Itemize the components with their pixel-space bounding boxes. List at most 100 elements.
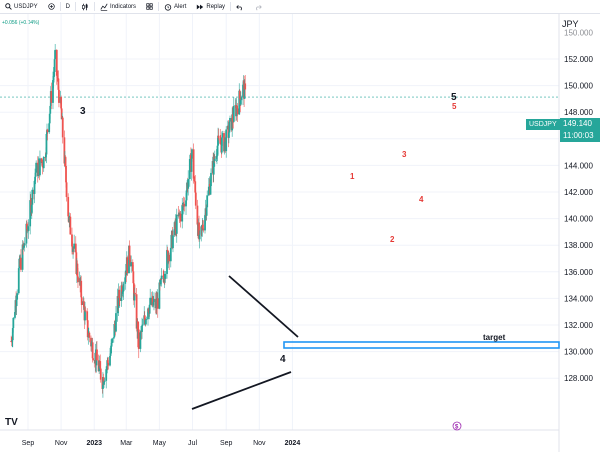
candle-body [60, 97, 63, 109]
candle-body [25, 223, 28, 244]
alarm-clock-icon [164, 3, 172, 11]
candle-body [213, 156, 216, 162]
candle-body [52, 80, 54, 103]
time-tick-label: Jul [188, 440, 197, 447]
candle-body [228, 132, 230, 138]
candle-body [48, 123, 51, 133]
replay-icon [197, 4, 204, 9]
candle-body [109, 353, 112, 356]
candle-body [90, 337, 92, 347]
divider [94, 2, 96, 11]
candle-body [46, 129, 49, 133]
candle-body [106, 360, 109, 367]
time-tick-label: May [153, 440, 167, 447]
candle-body [166, 249, 169, 251]
time-tick-label: Nov [253, 440, 266, 447]
candle-body [139, 332, 142, 349]
wedge-lower-line[interactable] [191, 371, 292, 410]
layout-button[interactable] [141, 0, 158, 13]
chart-type-button[interactable] [76, 0, 94, 13]
price-tick-label: 140.000 [564, 215, 593, 224]
candle-body [132, 271, 135, 284]
candle-body [75, 252, 78, 274]
indicators-label: Indicators [110, 3, 137, 10]
price-tick-label: 136.000 [564, 268, 593, 277]
candle-body [122, 291, 124, 293]
event-marker-icon[interactable] [452, 421, 462, 431]
candle-body [106, 360, 109, 363]
candle-body [216, 155, 218, 157]
indicators-button[interactable]: Indicators [95, 0, 141, 13]
candle-body [163, 278, 166, 280]
candle-body [40, 158, 43, 164]
candle-body [243, 83, 246, 99]
candle-body [102, 377, 105, 385]
candle-body [50, 91, 53, 103]
last-price-tag: 149.140 11:00:03 [560, 118, 600, 142]
candle-body [42, 156, 45, 169]
interval-label: D [65, 3, 71, 10]
candle-body [86, 311, 89, 321]
target-zone-box[interactable] [283, 341, 560, 349]
candle-body [21, 244, 24, 270]
wedge-upper-line[interactable] [228, 275, 299, 338]
candle-body [103, 381, 105, 385]
candle-body [231, 114, 234, 122]
tradingview-logo-icon[interactable]: TV [5, 417, 18, 428]
candle-body [149, 297, 152, 305]
top-toolbar: USDJPY D Indicators Alert Replay [0, 0, 600, 14]
replay-button[interactable]: Replay [191, 0, 230, 13]
candle-body [86, 320, 89, 338]
redo-button[interactable] [249, 0, 267, 13]
replay-label: Replay [206, 3, 226, 10]
candle-body [77, 276, 79, 283]
candle-body [191, 149, 193, 159]
candle-body [87, 336, 90, 338]
candle-body [98, 366, 101, 372]
candle-body [231, 114, 234, 131]
candle-body [244, 83, 247, 90]
candle-body [217, 135, 219, 146]
candle-body [207, 186, 210, 196]
candle-body [84, 310, 86, 321]
interval-button[interactable]: D [61, 0, 75, 13]
candle-body [118, 289, 121, 299]
bar-countdown: 11:00:03 [563, 131, 594, 140]
candle-body [209, 186, 212, 194]
currency-label[interactable]: JPY [562, 19, 579, 29]
candle-body [15, 299, 18, 307]
candle-body [242, 84, 244, 98]
candle-body [107, 362, 110, 366]
time-tick-label: Sep [220, 440, 233, 447]
candle-body [210, 172, 212, 187]
alert-button[interactable]: Alert [159, 0, 191, 13]
candle-body [225, 129, 228, 152]
candle-body [97, 360, 100, 372]
candle-body [160, 275, 163, 280]
candle-body [54, 49, 57, 60]
price-tick-label: 128.000 [564, 374, 593, 383]
candle-body [29, 200, 32, 201]
search-icon [5, 3, 12, 10]
price-axis[interactable]: 150.000152.000150.000148.000146.000144.0… [564, 28, 593, 383]
compare-button[interactable] [43, 0, 60, 13]
divider [158, 2, 160, 11]
candle-body [26, 223, 28, 231]
candle-body [143, 315, 146, 320]
time-axis[interactable]: Sep Nov 2023 Mar May Jul Sep Nov 2024 [22, 440, 301, 447]
candle-body [111, 338, 114, 343]
candles [10, 43, 247, 398]
undo-icon [236, 4, 242, 10]
candle-body [23, 243, 26, 246]
candle-body [33, 180, 36, 194]
price-chart[interactable]: 150.000152.000150.000148.000146.000144.0… [0, 14, 600, 452]
candle-body [110, 345, 112, 354]
candle-body [164, 273, 167, 279]
candle-body [122, 283, 125, 292]
undo-button[interactable] [231, 0, 249, 13]
wave-1-minor-label: 1 [350, 172, 355, 181]
candle-body [69, 216, 72, 235]
price-tick-label: 134.000 [564, 294, 593, 303]
symbol-search[interactable]: USDJPY [0, 0, 43, 13]
candle-body [80, 280, 83, 298]
